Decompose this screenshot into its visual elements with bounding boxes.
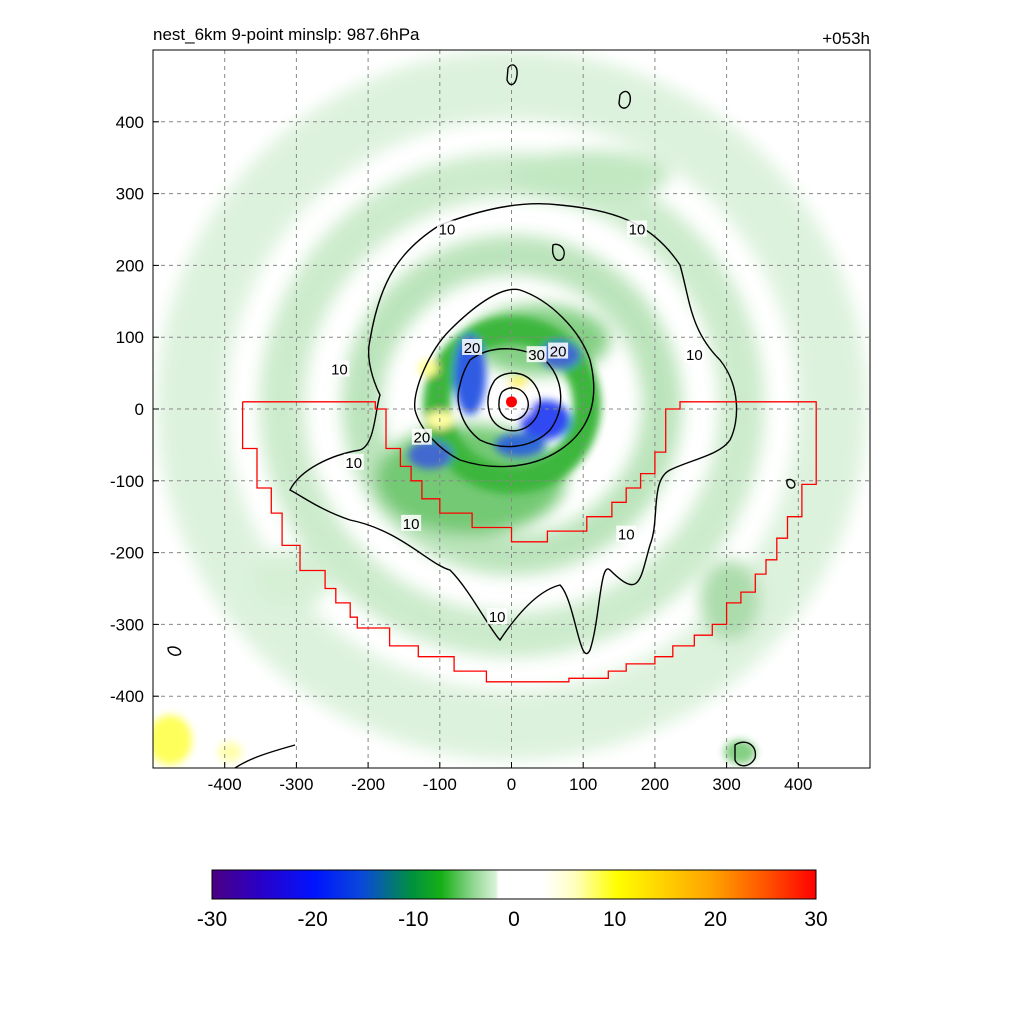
contour-label-2: 10 (331, 362, 348, 379)
y-tick-label-1: 300 (116, 185, 144, 204)
x-axis: -400 -300 -200 -100 0 100 200 300 400 (208, 762, 812, 794)
contour-label-11: 20 (414, 430, 431, 447)
y-tick-label-2: 200 (116, 256, 144, 275)
colorbar-tick-label-5: 20 (704, 908, 727, 931)
contour-label-10: 20 (550, 344, 567, 361)
contour-label-bg-0 (436, 220, 457, 237)
contour-labels: 10 10 10 10 10 10 10 10 20 30 20 20 (329, 220, 705, 626)
contour-label-5: 10 (403, 516, 420, 533)
x-tick-label-5: 100 (569, 775, 597, 794)
y-tick-label-7: -300 (110, 615, 144, 634)
contour-label-7: 10 (489, 609, 506, 626)
y-tick-label-4: 0 (135, 400, 144, 419)
boundary-polygon (241, 401, 817, 683)
contour-label-0: 10 (439, 222, 456, 239)
y-tick-label-5: -100 (110, 472, 144, 491)
contour-label-bg-5 (401, 514, 422, 531)
y-tick-label-0: 400 (116, 113, 144, 132)
colorbar-tick-label-1: -20 (297, 908, 327, 931)
x-tick-label-7: 300 (712, 775, 740, 794)
contour-label-bg-6 (616, 525, 637, 542)
time-label: +053h (822, 29, 870, 48)
x-tick-label-2: -200 (351, 775, 385, 794)
colorbar-tick-label-2: -10 (398, 908, 428, 931)
colorbar-tick-label-6: 30 (804, 908, 827, 931)
contour-label-1: 10 (629, 222, 646, 239)
contour-label-bg-8 (462, 338, 483, 355)
plot-area: 10 10 10 10 10 10 10 10 20 30 20 20 (153, 50, 870, 768)
storm-center-marker (506, 396, 517, 408)
y-tick-label-8: -400 (110, 687, 144, 706)
colorbar-tick-label-4: 10 (603, 908, 626, 931)
contour-label-bg-2 (329, 360, 350, 377)
contour-label-4: 10 (345, 455, 362, 472)
contour-label-bg-10 (548, 342, 569, 359)
contour-label-3: 10 (686, 347, 703, 364)
chart-title: nest_6km 9-point minslp: 987.6hPa (153, 25, 420, 44)
contour-label-bg-1 (626, 220, 647, 237)
x-tick-label-6: 200 (641, 775, 669, 794)
contour-label-bg-4 (343, 453, 364, 470)
y-tick-label-3: 100 (116, 328, 144, 347)
contour-label-9: 30 (528, 347, 545, 364)
contour-label-bg-9 (526, 346, 547, 363)
x-tick-label-0: -400 (208, 775, 242, 794)
colorbar-tick-label-0: -30 (197, 908, 227, 931)
colorbar-ticks: -30 -20 -10 0 10 20 30 (197, 908, 828, 931)
contour-label-bg-3 (684, 346, 705, 363)
y-tick-label-6: -200 (110, 544, 144, 563)
colorbar: -30 -20 -10 0 10 20 30 (197, 869, 828, 931)
x-tick-label-8: 400 (784, 775, 812, 794)
colorbar-tick-label-3: 0 (508, 908, 520, 931)
y-axis: 400 300 200 100 0 -100 -200 -300 -400 (110, 113, 159, 706)
contour-label-bg-11 (411, 428, 432, 445)
x-tick-label-1: -300 (279, 775, 313, 794)
colorbar-gradient (211, 869, 817, 900)
x-tick-label-3: -100 (423, 775, 457, 794)
contour-label-8: 20 (464, 340, 481, 357)
x-tick-label-4: 0 (507, 775, 516, 794)
contour-label-6: 10 (618, 527, 635, 544)
contour-label-bg-7 (487, 608, 508, 625)
